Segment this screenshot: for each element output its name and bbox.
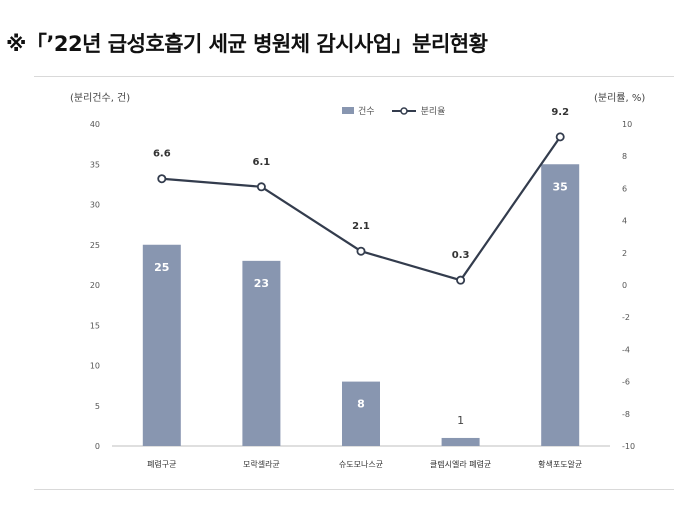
bar-value-label: 35	[553, 180, 568, 193]
line-point	[157, 174, 167, 184]
y-tick-label: 25	[90, 241, 100, 250]
y-tick-label: 5	[95, 402, 100, 411]
y-tick-label: 40	[90, 120, 100, 129]
line-value-label: 6.6	[153, 149, 171, 160]
bar	[441, 437, 480, 446]
bar	[342, 381, 380, 446]
line-value-label: 2.1	[352, 221, 370, 232]
page-title: ※「’22년 급성호흡기 세균 병원체 감시사업」분리현황	[6, 32, 488, 56]
y2-tick-label: -10	[622, 442, 635, 451]
y2-tick-label: -4	[622, 345, 630, 354]
line-point	[256, 182, 266, 192]
y2-tick-label: 2	[622, 249, 627, 258]
bar	[541, 164, 580, 446]
legend-bar-label: 건수	[358, 107, 375, 117]
bar-value-label: 25	[154, 261, 169, 274]
bar	[242, 260, 281, 446]
line-point	[356, 246, 366, 256]
line-value-label: 0.3	[452, 250, 470, 261]
y2-tick-label: -6	[622, 378, 630, 387]
x-tick-label: 황색포도알균	[538, 459, 582, 469]
bar	[142, 244, 181, 446]
y-axis-label: (분리건수, 건)	[70, 93, 131, 104]
x-tick-label: 폐렴구균	[147, 459, 176, 469]
legend: 건수 분리율	[342, 104, 445, 117]
bar-value-label: 23	[254, 277, 269, 290]
line-value-label: 6.1	[253, 157, 271, 168]
y-tick-label: 10	[90, 362, 100, 371]
legend-line-label: 분리율	[420, 107, 446, 117]
y2-tick-label: 4	[622, 217, 627, 226]
y-tick-label: 35	[90, 160, 100, 169]
y2-tick-label: -8	[622, 410, 630, 419]
legend-line-swatch	[391, 106, 416, 115]
y-tick-label: 15	[90, 321, 100, 330]
y2-tick-label: 8	[622, 152, 627, 161]
chart-frame	[34, 76, 674, 490]
x-tick-label: 슈도모나스균	[339, 460, 383, 469]
y2-tick-label: -2	[622, 313, 630, 322]
y2-axis-label: (분리률, %)	[594, 93, 646, 104]
line-value-label: 9.2	[551, 107, 569, 118]
y2-tick-label: 10	[622, 120, 632, 129]
x-tick-label: 클렙시엘라 폐렴균	[430, 459, 491, 469]
line-series	[161, 136, 562, 282]
y-tick-label: 30	[90, 201, 100, 210]
x-tick-label: 모락셀라균	[243, 459, 280, 469]
line-point	[456, 275, 466, 285]
y-tick-label: 20	[90, 281, 100, 290]
y-tick-label: 0	[95, 442, 100, 451]
line-point	[555, 132, 565, 142]
bar-value-label: 8	[357, 398, 365, 411]
y2-tick-label: 6	[622, 184, 627, 193]
bar-value-label: 1	[457, 414, 464, 427]
y2-tick-label: 0	[622, 281, 627, 290]
legend-bar-swatch	[342, 107, 354, 114]
